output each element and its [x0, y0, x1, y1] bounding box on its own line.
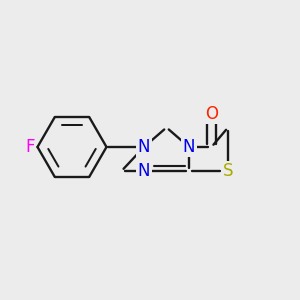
- Text: N: N: [183, 138, 195, 156]
- Text: N: N: [138, 138, 150, 156]
- Text: S: S: [223, 162, 233, 180]
- Text: F: F: [25, 138, 35, 156]
- Text: O: O: [205, 105, 218, 123]
- Text: N: N: [138, 162, 150, 180]
